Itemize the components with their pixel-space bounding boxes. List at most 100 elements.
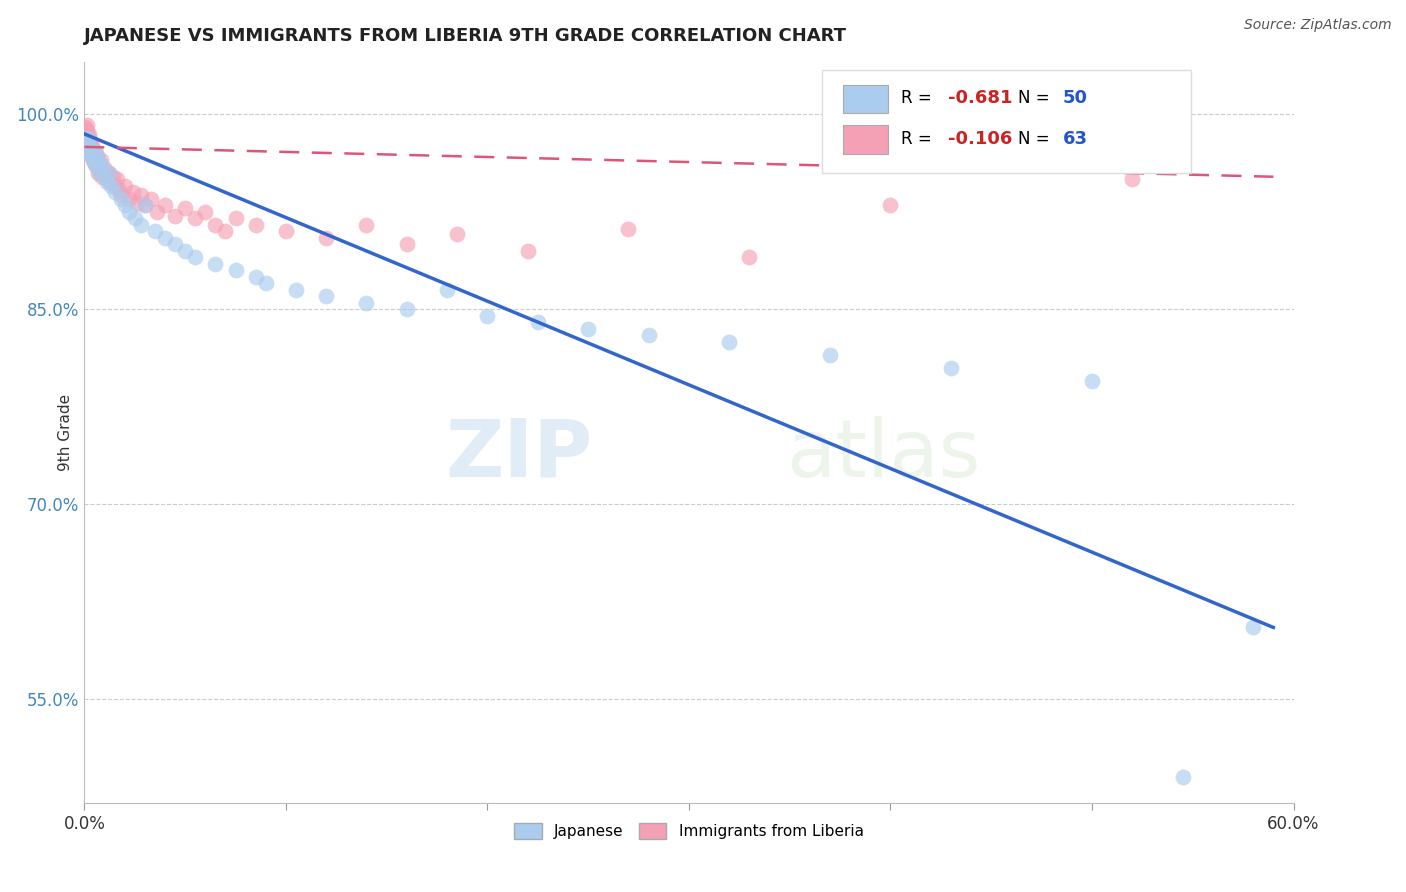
Point (738, 250, 761, 264)
Point (86, 149, 108, 163)
Text: N =: N = (1018, 89, 1054, 107)
Y-axis label: 9th Grade: 9th Grade (58, 394, 73, 471)
Text: atlas: atlas (786, 416, 980, 494)
Text: N =: N = (1018, 129, 1054, 148)
Point (114, 178, 136, 193)
Point (82, 143, 104, 157)
Point (79, 140, 101, 154)
Point (82, 153, 104, 167)
Point (82, 143, 104, 157)
Point (77, 127, 100, 141)
Point (89, 155, 111, 169)
Point (214, 224, 236, 238)
Point (165, 209, 187, 223)
Point (84, 144, 107, 158)
Point (97, 166, 120, 180)
Point (143, 224, 166, 238)
Point (204, 218, 226, 232)
Point (576, 322, 599, 336)
Point (97, 166, 120, 180)
Text: 63: 63 (1063, 129, 1088, 148)
Point (82, 153, 104, 167)
Point (225, 263, 247, 277)
Point (80, 136, 103, 150)
Point (90, 153, 112, 167)
Point (1241, 620, 1264, 634)
Point (477, 309, 499, 323)
Point (96, 175, 118, 189)
Point (75, 123, 97, 137)
Point (83, 146, 105, 161)
Point (356, 295, 378, 310)
Point (245, 269, 267, 284)
Point (315, 231, 337, 245)
Text: R =: R = (901, 129, 936, 148)
Point (129, 188, 152, 202)
Point (89, 161, 111, 176)
Point (105, 172, 128, 186)
Text: Source: ZipAtlas.com: Source: ZipAtlas.com (1244, 18, 1392, 32)
Point (80, 149, 103, 163)
Point (134, 198, 156, 212)
Point (100, 178, 122, 193)
FancyBboxPatch shape (842, 126, 889, 153)
Point (93, 161, 115, 176)
Point (146, 204, 169, 219)
Point (118, 192, 141, 206)
Point (79, 133, 101, 147)
Point (718, 334, 741, 349)
Point (77, 129, 100, 144)
Point (204, 257, 226, 271)
Point (79, 144, 101, 158)
Point (79, 146, 101, 161)
Point (165, 237, 187, 252)
Text: R =: R = (901, 89, 936, 107)
Point (91, 169, 114, 184)
Point (114, 198, 136, 212)
Point (129, 218, 152, 232)
Point (77, 130, 100, 145)
Text: JAPANESE VS IMMIGRANTS FROM LIBERIA 9TH GRADE CORRELATION CHART: JAPANESE VS IMMIGRANTS FROM LIBERIA 9TH … (84, 27, 848, 45)
Point (194, 204, 217, 219)
Text: ZIP: ZIP (444, 416, 592, 494)
Point (83, 147, 105, 161)
Point (125, 195, 148, 210)
Point (134, 198, 156, 212)
Point (110, 192, 132, 206)
Point (184, 211, 207, 226)
Point (527, 315, 550, 329)
Point (76, 136, 98, 150)
Point (107, 183, 129, 197)
Point (356, 218, 378, 232)
Point (87, 166, 110, 180)
Point (89, 157, 111, 171)
Point (121, 186, 143, 200)
Point (939, 360, 962, 375)
Point (76, 118, 98, 132)
Point (637, 328, 659, 343)
Point (76, 124, 98, 138)
Point (80, 146, 103, 161)
Text: -0.681: -0.681 (948, 89, 1012, 107)
Legend: Japanese, Immigrants from Liberia: Japanese, Immigrants from Liberia (506, 815, 872, 847)
Point (77, 136, 100, 150)
Point (93, 169, 115, 184)
Point (174, 244, 197, 258)
Point (617, 221, 640, 235)
Point (153, 231, 176, 245)
Point (91, 159, 114, 173)
Point (315, 289, 337, 303)
Point (89, 166, 111, 180)
Point (446, 227, 468, 241)
Point (174, 201, 197, 215)
Point (100, 175, 122, 189)
Point (818, 348, 841, 362)
Point (86, 159, 108, 173)
Point (86, 152, 108, 166)
Point (124, 211, 146, 226)
Point (436, 283, 458, 297)
FancyBboxPatch shape (823, 70, 1191, 173)
Point (96, 172, 118, 186)
Point (254, 277, 277, 291)
Point (153, 198, 176, 212)
